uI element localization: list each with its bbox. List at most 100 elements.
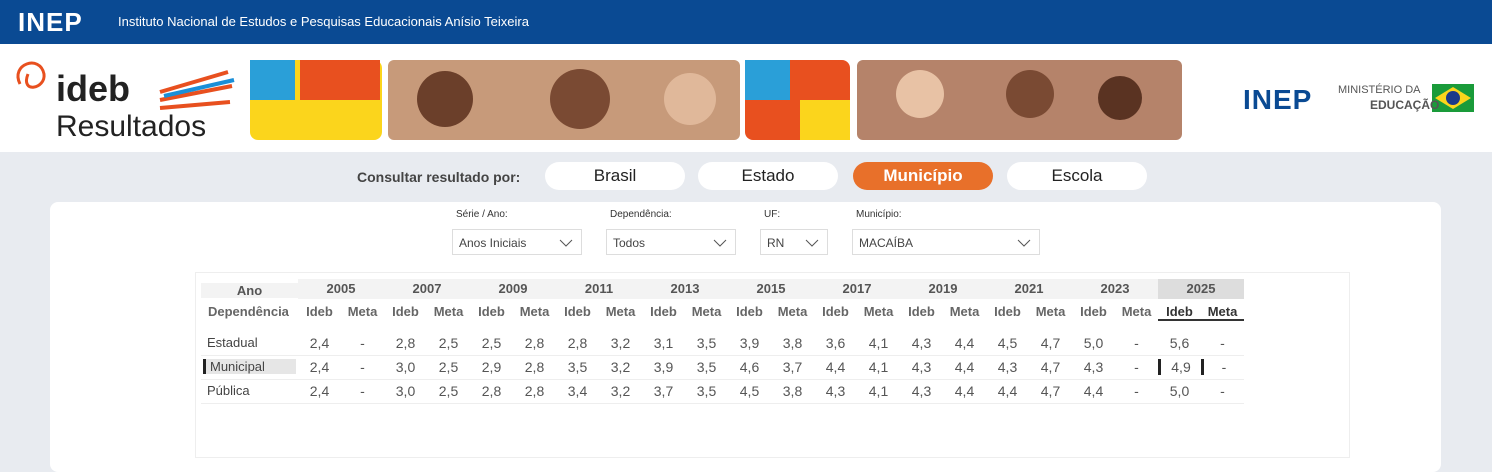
table-cell[interactable]: - (1220, 335, 1225, 351)
year-header: 2011 (556, 279, 642, 299)
table-cell[interactable]: 4,4 (954, 359, 975, 375)
nav-button[interactable]: Estado (698, 162, 838, 190)
banner: ideb Resultados INEP MINISTÉRIO DA EDUCA… (0, 44, 1492, 152)
sub-header: Meta (1201, 304, 1244, 321)
table-cell[interactable]: 2,8 (395, 335, 416, 351)
table-cell[interactable]: 3,5 (696, 335, 717, 351)
table-cell[interactable]: 4,6 (739, 359, 760, 375)
table-cell[interactable]: 4,4 (997, 383, 1018, 399)
table-cell[interactable]: 4,4 (1083, 383, 1104, 399)
table-cell[interactable]: 3,1 (653, 335, 674, 351)
table-cell[interactable]: 4,3 (911, 359, 932, 375)
table-cell[interactable]: 2,4 (309, 359, 330, 375)
table-cell[interactable]: - (1134, 359, 1139, 375)
table-cell[interactable]: 3,7 (653, 383, 674, 399)
table-cell[interactable]: 4,1 (868, 383, 889, 399)
nav-button[interactable]: Brasil (545, 162, 685, 190)
year-header: 2005 (298, 279, 384, 299)
table-cell[interactable]: - (1201, 359, 1244, 375)
table-cell[interactable]: 5,0 (1083, 335, 1104, 351)
table-cell[interactable]: 2,4 (309, 383, 330, 399)
sub-header: Ideb (1158, 304, 1201, 321)
table-cell[interactable]: 2,5 (438, 359, 459, 375)
table-cell[interactable]: 5,0 (1169, 383, 1190, 399)
table-cell[interactable]: 4,3 (911, 383, 932, 399)
table-cell[interactable]: 4,3 (825, 383, 846, 399)
table-cell[interactable]: 2,8 (524, 383, 545, 399)
year-header: 2015 (728, 279, 814, 299)
year-header: 2007 (384, 279, 470, 299)
year-header: 2019 (900, 279, 986, 299)
table-cell[interactable]: 4,4 (954, 383, 975, 399)
sub-header: Ideb (736, 304, 763, 319)
table-cell[interactable]: 3,0 (395, 359, 416, 375)
filter-select[interactable]: MACAÍBA (852, 229, 1040, 255)
table-cell[interactable]: 4,3 (1083, 359, 1104, 375)
table-cell[interactable]: - (1134, 335, 1139, 351)
table-cell[interactable]: 2,5 (481, 335, 502, 351)
table-cell[interactable]: 3,9 (739, 335, 760, 351)
nav-button[interactable]: Escola (1007, 162, 1147, 190)
table-cell[interactable]: 4,4 (954, 335, 975, 351)
table-cell[interactable]: 3,7 (782, 359, 803, 375)
table-cell[interactable]: - (360, 383, 365, 399)
table-cell[interactable]: 2,4 (309, 335, 330, 351)
table-cell[interactable]: - (360, 335, 365, 351)
table-cell[interactable]: 2,9 (481, 359, 502, 375)
table-cell[interactable]: 3,8 (782, 383, 803, 399)
filter-label: Município: (856, 209, 902, 220)
table-cell[interactable]: - (1134, 383, 1139, 399)
table-cell[interactable]: 3,2 (610, 335, 631, 351)
filter-label: Dependência: (610, 209, 672, 220)
table-cell[interactable]: 4,5 (997, 335, 1018, 351)
table-cell[interactable]: 4,5 (739, 383, 760, 399)
filter-select[interactable]: Anos Iniciais (452, 229, 582, 255)
table-cell[interactable]: 3,0 (395, 383, 416, 399)
table-cell[interactable]: 5,6 (1169, 335, 1190, 351)
table-cell[interactable]: 4,3 (997, 359, 1018, 375)
table-cell[interactable]: 4,9 (1158, 359, 1201, 375)
filter-select[interactable]: RN (760, 229, 828, 255)
table-cell[interactable]: 4,1 (868, 359, 889, 375)
table-cell[interactable]: 3,5 (696, 383, 717, 399)
table-cell[interactable]: - (360, 359, 365, 375)
row-name[interactable]: Pública (207, 383, 250, 398)
table-cell[interactable]: 4,3 (911, 335, 932, 351)
row-name[interactable]: Municipal (203, 359, 296, 374)
brand: ideb (56, 68, 131, 109)
sub-header: Ideb (306, 304, 333, 319)
chevron (713, 239, 727, 247)
table-cell[interactable]: 2,8 (524, 359, 545, 375)
nav-button[interactable]: Município (853, 162, 993, 190)
table-cell[interactable]: 2,8 (524, 335, 545, 351)
table-cell[interactable]: 3,2 (610, 383, 631, 399)
filter-select[interactable]: Todos (606, 229, 736, 255)
sub-header: Meta (1121, 304, 1152, 319)
sub-header: Ideb (564, 304, 591, 319)
table-cell[interactable]: 3,6 (825, 335, 846, 351)
table-cell[interactable]: 2,8 (481, 383, 502, 399)
table-cell[interactable]: 4,7 (1040, 383, 1061, 399)
table-cell[interactable]: 3,9 (653, 359, 674, 375)
table-cell[interactable]: 3,8 (782, 335, 803, 351)
year-header: 2009 (470, 279, 556, 299)
sub-header: Ideb (994, 304, 1021, 319)
table-cell[interactable]: 4,4 (825, 359, 846, 375)
table-cell[interactable]: 2,5 (438, 335, 459, 351)
table-cell[interactable]: 4,1 (868, 335, 889, 351)
top-bar: INEP Instituto Nacional de Estudos e Pes… (0, 0, 1492, 44)
row-name[interactable]: Estadual (207, 335, 258, 350)
row-divider (201, 403, 1244, 404)
table-cell[interactable]: 3,5 (696, 359, 717, 375)
table-cell[interactable]: 4,7 (1040, 359, 1061, 375)
table-cell[interactable]: 3,2 (610, 359, 631, 375)
logo[interactable]: INEP (18, 7, 83, 37)
table-cell[interactable]: 2,5 (438, 383, 459, 399)
table-cell[interactable]: 2,8 (567, 335, 588, 351)
table-cell[interactable]: 3,4 (567, 383, 588, 399)
table-cell[interactable]: 3,5 (567, 359, 588, 375)
table-cell[interactable]: - (1220, 383, 1225, 399)
header-title: Instituto Nacional de Estudos e Pesquisa… (118, 14, 529, 29)
inep-logo: INEP (1243, 84, 1313, 115)
table-cell[interactable]: 4,7 (1040, 335, 1061, 351)
